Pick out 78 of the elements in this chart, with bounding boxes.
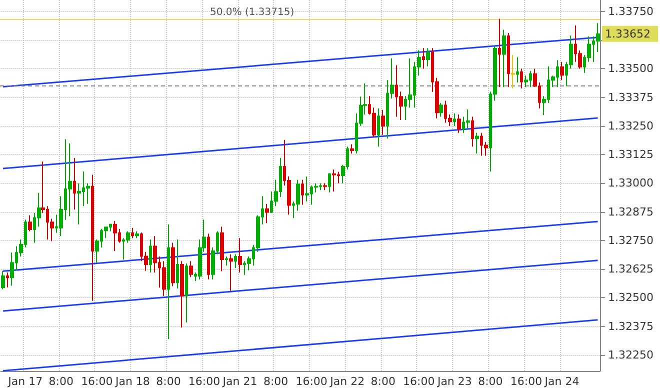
candlestick — [1, 270, 5, 290]
candlestick — [6, 272, 9, 288]
candlestick — [176, 239, 179, 290]
x-tick-label: 8:00 — [263, 375, 288, 388]
candlestick — [332, 168, 336, 192]
y-tick-label: 1.32625 — [608, 262, 654, 276]
candlestick — [516, 56, 519, 83]
candlestick — [180, 260, 184, 328]
x-tick-label: Jan 21 — [222, 375, 258, 388]
y-tick-label: 1.33000 — [608, 176, 654, 190]
candlestick — [189, 260, 193, 278]
y-tick-label: 1.32375 — [608, 320, 654, 333]
candlestick — [171, 242, 175, 287]
candlestick — [162, 260, 166, 296]
candlestick — [225, 256, 228, 266]
x-tick-label: 8:00 — [48, 375, 74, 388]
y-tick-label: 1.32500 — [608, 291, 654, 304]
y-tick-label: 1.33250 — [608, 119, 654, 132]
candlestick — [68, 142, 72, 217]
candlestick — [471, 116, 474, 148]
x-tick-label: 16:00 — [188, 375, 220, 388]
candlestick — [560, 61, 564, 81]
candlestick — [457, 114, 461, 134]
candlestick — [524, 75, 528, 88]
candlestick — [131, 227, 134, 239]
candlestick — [167, 224, 170, 340]
candlestick — [511, 54, 515, 89]
candlestick — [265, 203, 269, 224]
candlestick — [91, 174, 94, 302]
candlestick — [113, 220, 117, 252]
x-tick-label: 8:00 — [156, 375, 181, 388]
candlestick — [220, 226, 224, 272]
x-tick-label: Jan 22 — [329, 375, 365, 388]
candlestick — [453, 112, 456, 126]
x-tick-label: 16:00 — [296, 375, 328, 388]
candlestick — [328, 172, 331, 193]
candlestick — [466, 108, 470, 129]
y-tick-label: 1.32875 — [608, 205, 654, 218]
ref-line-label: 50.0% (1.33715) — [210, 6, 294, 18]
x-tick-label: 16:00 — [403, 375, 435, 388]
candlestick — [73, 158, 76, 210]
candlestick — [149, 239, 152, 274]
candlestick — [229, 254, 233, 292]
candlestick — [234, 254, 237, 268]
y-tick-label: 1.32250 — [608, 348, 654, 362]
candlestick — [135, 230, 139, 239]
candlestick — [28, 214, 32, 232]
candlestick — [238, 238, 242, 274]
candlestick — [207, 233, 210, 280]
candlestick — [498, 18, 501, 88]
candlestick — [185, 262, 188, 323]
x-tick-label: Jan 24 — [544, 375, 580, 388]
candlestick — [502, 29, 506, 88]
y-tick-label: 1.33375 — [608, 90, 654, 104]
x-tick-label: 8:00 — [478, 375, 503, 388]
candlestick — [301, 179, 304, 206]
candlestick — [323, 182, 327, 191]
y-tick-label: 1.32750 — [608, 234, 654, 247]
candlestick — [507, 32, 510, 88]
y-tick-label: 1.33500 — [608, 62, 654, 76]
x-tick-label: Jan 23 — [436, 375, 472, 388]
text: 1.33652 — [605, 27, 650, 40]
candlestick — [426, 48, 430, 67]
x-tick-label: Jan 18 — [114, 375, 150, 388]
candlestick — [520, 68, 523, 89]
candlestick — [422, 48, 425, 70]
candlestick — [381, 109, 385, 136]
x-tick-label: Jan 17 — [7, 375, 43, 388]
y-tick-label: 1.33125 — [608, 148, 654, 162]
candlestick — [377, 108, 380, 148]
candlestick — [475, 132, 479, 154]
candlestick — [439, 102, 443, 118]
candlestick — [350, 144, 354, 154]
x-tick-label: 8:00 — [370, 375, 396, 388]
x-tick-label: 16:00 — [510, 375, 542, 388]
y-tick-label: 1.33750 — [608, 4, 654, 18]
candlestick — [305, 176, 309, 202]
x-tick-label: 16:00 — [81, 375, 113, 388]
